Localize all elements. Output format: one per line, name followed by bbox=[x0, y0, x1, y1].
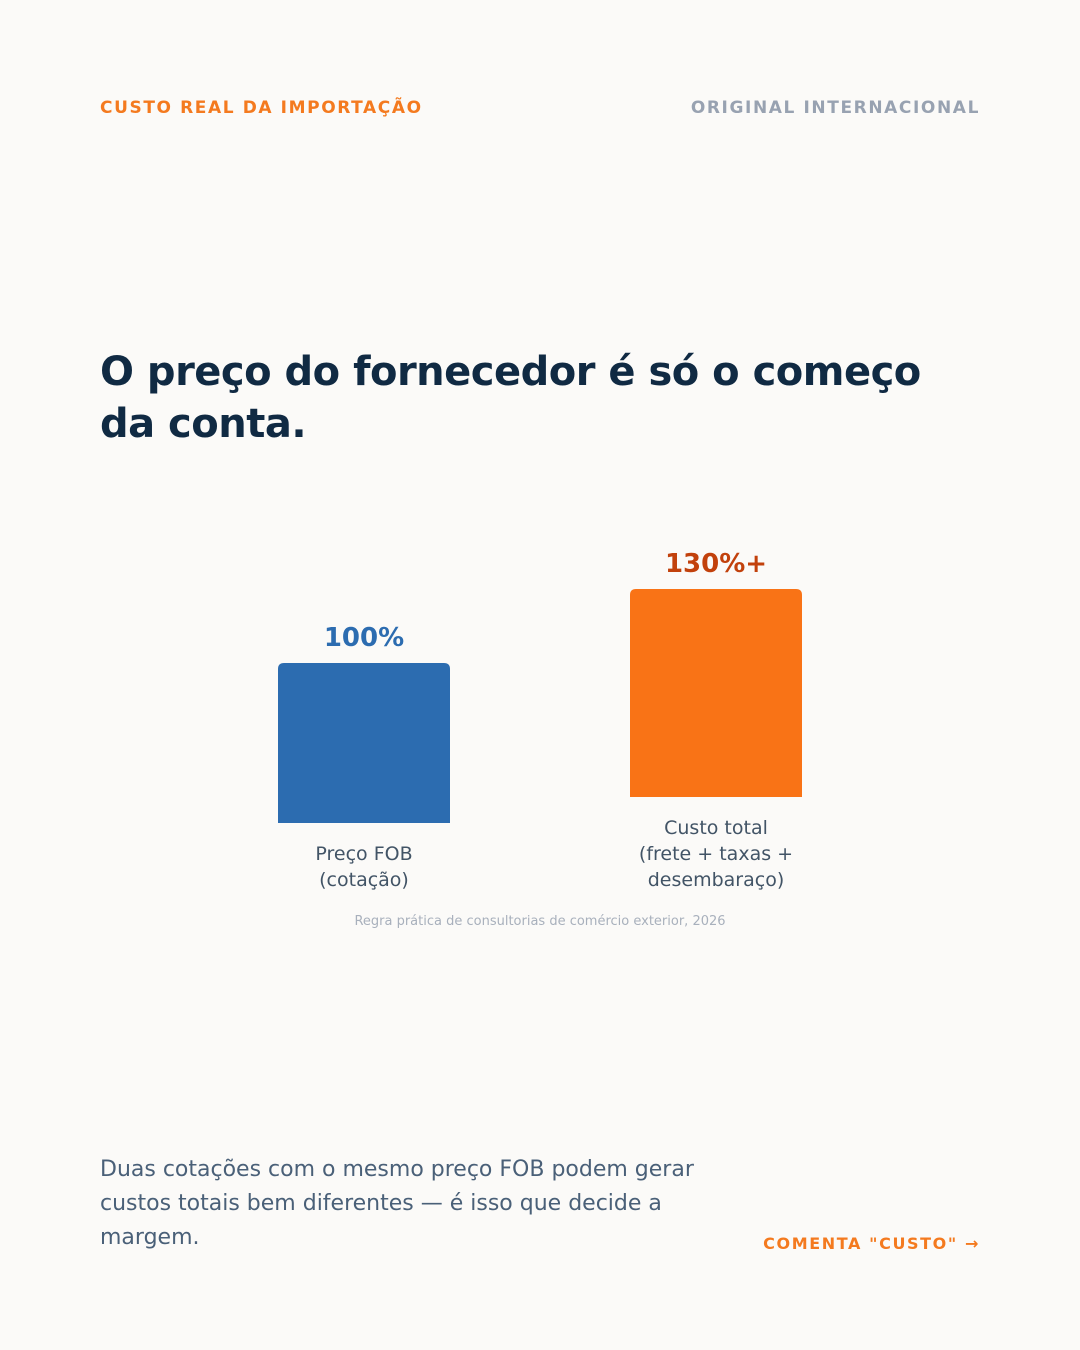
category-label-2-line-3: desembaraço) bbox=[648, 869, 785, 891]
headline: O preço do fornecedor é só o começo da c… bbox=[100, 349, 921, 447]
bar-value-label-2: 130%+ bbox=[665, 549, 767, 579]
category-label-1-line-2: (cotação) bbox=[319, 869, 409, 891]
chart-source: Regra prática de consultorias de comérci… bbox=[354, 914, 725, 929]
section-kicker: CUSTO REAL DA IMPORTAÇÃO bbox=[100, 98, 423, 118]
comment-cta[interactable]: COMENTA "CUSTO" → bbox=[763, 1234, 980, 1253]
brand-name: ORIGINAL INTERNACIONAL bbox=[690, 98, 980, 118]
category-label-1-line-1: Preço FOB bbox=[315, 843, 412, 865]
bar-1 bbox=[278, 663, 450, 823]
category-label-2-line-1: Custo total bbox=[664, 817, 768, 839]
bar-2 bbox=[630, 589, 802, 797]
bar-value-label-1: 100% bbox=[324, 623, 404, 653]
body-text: Duas cotações com o mesmo preço FOB pode… bbox=[100, 1157, 694, 1250]
category-label-2-line-2: (frete + taxas + bbox=[639, 843, 793, 865]
